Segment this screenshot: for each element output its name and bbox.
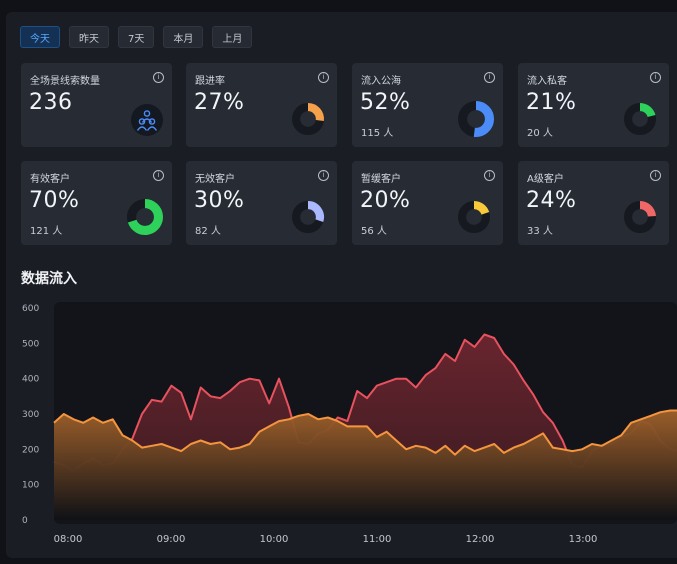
tab-last-month[interactable]: 上月	[212, 26, 253, 48]
stat-card-follow-up-rate: 跟进率 i 27%	[186, 63, 337, 147]
y-tick-label: 200	[22, 445, 39, 455]
gauge-arc	[473, 201, 490, 215]
stat-card-label: 无效客户	[195, 174, 235, 185]
stat-card-count: 82 人	[195, 226, 221, 237]
stat-card-label: 跟进率	[195, 76, 225, 87]
info-icon[interactable]: i	[650, 170, 661, 181]
stat-card-label: 有效客户	[30, 174, 70, 185]
stat-card-invalid-customers: 无效客户 i 30% 82 人	[186, 161, 337, 245]
stat-card-value: 52%	[360, 90, 411, 115]
donut-gauge	[291, 200, 325, 234]
y-tick-label: 500	[22, 339, 39, 349]
y-tick-label: 0	[22, 516, 28, 526]
stat-card-value: 20%	[360, 188, 411, 213]
stat-card-deferred-customers: 暂缓客户 i 20% 56 人	[352, 161, 503, 245]
series-1-area	[54, 410, 677, 520]
info-icon[interactable]: i	[318, 72, 329, 83]
donut-gauge	[291, 102, 325, 136]
gauge-arc	[639, 103, 656, 118]
x-tick-label: 12:00	[466, 534, 495, 545]
tab-this-month[interactable]: 本月	[163, 26, 204, 48]
x-tick-label: 10:00	[260, 534, 289, 545]
donut-gauge	[127, 199, 163, 235]
stat-card-count: 33 人	[527, 226, 553, 237]
info-icon[interactable]: i	[153, 170, 164, 181]
x-tick-label: 13:00	[569, 534, 598, 545]
stat-card-private-customers: 流入私客 i 21% 20 人	[518, 63, 669, 147]
donut-gauge	[458, 101, 494, 137]
info-icon[interactable]: i	[484, 72, 495, 83]
gauge-arc	[473, 101, 494, 137]
gauge-arc	[307, 201, 324, 222]
y-tick-label: 400	[22, 375, 39, 385]
date-range-tabs: 今天 昨天 7天 本月 上月	[20, 26, 253, 48]
stat-card-total-leads: 全场景线索数量 i 236	[21, 63, 172, 147]
stat-card-value: 70%	[29, 188, 80, 213]
gauge-arc	[307, 103, 324, 122]
info-icon[interactable]: i	[484, 170, 495, 181]
tab-yesterday[interactable]: 昨天	[69, 26, 109, 48]
stat-card-label: 暂缓客户	[361, 174, 401, 185]
donut-gauge	[623, 102, 657, 136]
section-title: 数据流入	[21, 271, 77, 287]
x-tick-label: 09:00	[157, 534, 186, 545]
donut-gauge	[623, 200, 657, 234]
gauge-arc	[127, 199, 163, 235]
gauge-arc	[639, 201, 656, 217]
y-tick-label: 300	[22, 410, 39, 420]
inflow-area-chart: 0 100 200 300 400 500 600 08:00 09:00 10:00 11:00…	[22, 302, 677, 545]
stat-card-label: 全场景线索数量	[30, 76, 100, 87]
stat-card-count: 20 人	[527, 128, 553, 139]
stat-card-value: 27%	[194, 90, 245, 115]
stat-card-value: 30%	[194, 188, 245, 213]
stat-card-value: 21%	[526, 90, 577, 115]
users-icon	[130, 103, 164, 141]
info-icon[interactable]: i	[650, 72, 661, 83]
tab-7-days[interactable]: 7天	[118, 26, 155, 48]
series-1-line	[53, 409, 677, 456]
stat-card-a-level-customers: A级客户 i 24% 33 人	[518, 161, 669, 245]
y-tick-label: 100	[22, 481, 39, 491]
stat-card-label: 流入私客	[527, 76, 567, 87]
x-tick-label: 08:00	[54, 534, 83, 545]
x-tick-label: 11:00	[363, 534, 392, 545]
stat-card-label: 流入公海	[361, 76, 401, 87]
stat-card-public-pool: 流入公海 i 52% 115 人	[352, 63, 503, 147]
stat-card-count: 115 人	[361, 128, 394, 139]
donut-gauge	[457, 200, 491, 234]
stat-card-value: 24%	[526, 188, 577, 213]
y-tick-label: 600	[22, 304, 39, 314]
stat-card-count: 56 人	[361, 226, 387, 237]
info-icon[interactable]: i	[153, 72, 164, 83]
stat-card-count: 121 人	[30, 226, 63, 237]
stat-card-value: 236	[29, 90, 73, 115]
stat-card-label: A级客户	[527, 174, 564, 185]
info-icon[interactable]: i	[318, 170, 329, 181]
stat-card-valid-customers: 有效客户 i 70% 121 人	[21, 161, 172, 245]
tab-today[interactable]: 今天	[20, 26, 60, 48]
